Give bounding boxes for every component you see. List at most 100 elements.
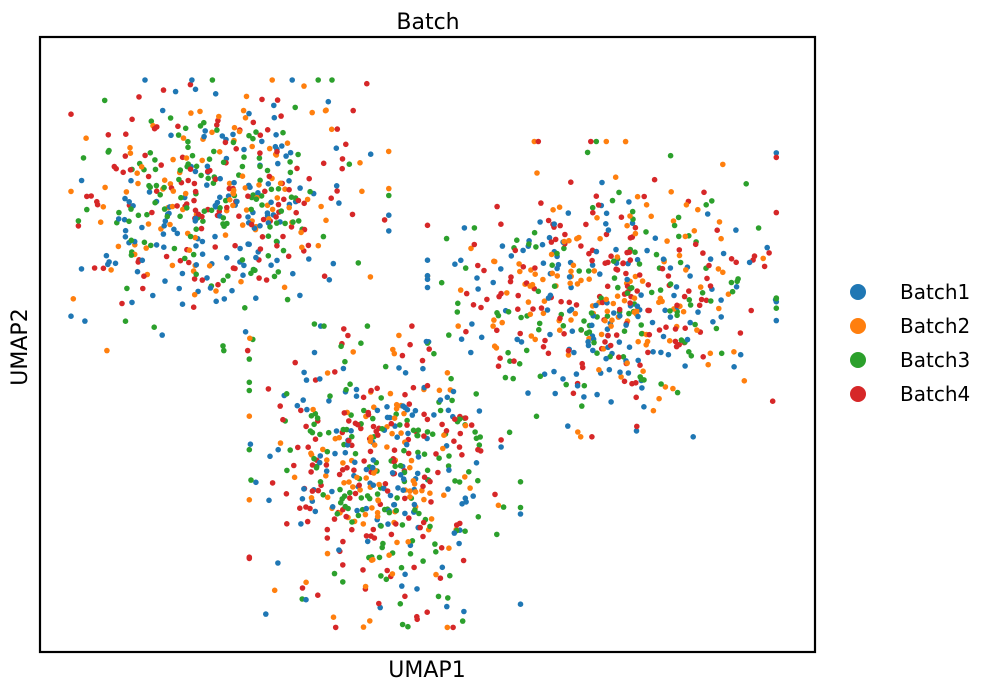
scatter-point-batch1 xyxy=(189,77,195,83)
scatter-point-batch2 xyxy=(340,460,346,466)
scatter-point-batch1 xyxy=(317,376,323,382)
scatter-point-batch2 xyxy=(367,274,374,280)
scatter-point-batch1 xyxy=(518,339,525,345)
scatter-point-batch1 xyxy=(367,151,374,157)
scatter-point-batch1 xyxy=(616,339,623,345)
scatter-point-batch3 xyxy=(526,241,532,247)
scatter-point-batch2 xyxy=(568,268,574,275)
scatter-point-batch4 xyxy=(349,526,355,533)
scatter-point-batch4 xyxy=(304,518,311,525)
scatter-point-batch3 xyxy=(456,479,463,485)
scatter-point-batch1 xyxy=(103,252,110,259)
scatter-point-batch2 xyxy=(504,290,510,296)
scatter-point-batch2 xyxy=(683,267,689,273)
scatter-point-batch2 xyxy=(405,539,412,545)
scatter-point-batch3 xyxy=(718,350,725,357)
scatter-point-batch2 xyxy=(315,242,322,249)
scatter-point-batch1 xyxy=(121,216,128,223)
scatter-point-batch4 xyxy=(561,331,567,337)
scatter-point-batch3 xyxy=(185,144,191,151)
scatter-point-batch2 xyxy=(650,407,657,414)
scatter-point-batch4 xyxy=(324,535,331,541)
scatter-point-batch4 xyxy=(698,296,705,303)
scatter-point-batch2 xyxy=(528,333,535,339)
scatter-point-batch1 xyxy=(363,505,370,512)
scatter-point-batch3 xyxy=(502,374,509,381)
scatter-point-batch4 xyxy=(123,131,129,137)
scatter-point-batch1 xyxy=(329,488,335,495)
scatter-point-batch3 xyxy=(208,207,215,214)
scatter-point-batch3 xyxy=(287,169,294,176)
scatter-point-batch1 xyxy=(279,143,285,149)
scatter-point-batch1 xyxy=(352,459,358,466)
scatter-point-batch1 xyxy=(508,253,515,259)
scatter-point-batch4 xyxy=(145,173,152,180)
scatter-point-batch3 xyxy=(621,328,628,335)
scatter-point-batch4 xyxy=(512,247,519,254)
scatter-point-batch2 xyxy=(169,203,176,210)
scatter-point-batch1 xyxy=(658,349,664,356)
scatter-point-batch2 xyxy=(230,191,237,197)
scatter-point-batch1 xyxy=(565,423,571,429)
scatter-point-batch1 xyxy=(733,227,739,233)
scatter-point-batch4 xyxy=(673,343,680,350)
scatter-point-batch4 xyxy=(122,153,129,159)
scatter-point-batch2 xyxy=(670,218,677,224)
scatter-point-batch1 xyxy=(590,347,596,354)
scatter-point-batch3 xyxy=(514,237,520,243)
scatter-point-batch2 xyxy=(540,276,546,283)
scatter-point-batch1 xyxy=(316,459,323,466)
scatter-point-batch2 xyxy=(517,268,523,275)
scatter-point-batch3 xyxy=(284,467,290,474)
scatter-point-batch3 xyxy=(283,391,290,397)
scatter-point-batch3 xyxy=(591,339,597,346)
scatter-point-batch3 xyxy=(549,262,555,269)
scatter-point-batch3 xyxy=(152,199,158,206)
scatter-point-batch1 xyxy=(608,399,614,405)
legend-marker-batch3 xyxy=(850,352,866,368)
scatter-point-batch2 xyxy=(720,161,726,168)
scatter-point-batch4 xyxy=(420,533,426,540)
scatter-point-batch4 xyxy=(579,364,586,371)
scatter-point-batch2 xyxy=(246,413,253,420)
scatter-point-batch4 xyxy=(626,249,633,255)
scatter-point-batch4 xyxy=(361,458,367,464)
scatter-point-batch2 xyxy=(608,323,614,329)
scatter-point-batch2 xyxy=(393,401,400,408)
scatter-point-batch4 xyxy=(295,197,302,204)
scatter-point-batch4 xyxy=(158,162,164,168)
points-layer xyxy=(68,77,780,631)
scatter-point-batch2 xyxy=(387,390,394,397)
scatter-point-batch1 xyxy=(283,153,289,159)
scatter-point-batch1 xyxy=(625,370,632,376)
scatter-point-batch2 xyxy=(614,254,621,260)
scatter-point-batch1 xyxy=(219,133,226,139)
scatter-point-batch1 xyxy=(474,275,480,281)
scatter-point-batch1 xyxy=(370,482,377,489)
scatter-point-batch3 xyxy=(317,479,324,485)
scatter-point-batch1 xyxy=(139,224,145,231)
scatter-point-batch2 xyxy=(389,571,396,577)
scatter-point-batch2 xyxy=(246,497,253,503)
scatter-point-batch3 xyxy=(321,323,327,329)
scatter-point-batch4 xyxy=(545,217,552,224)
x-axis-label: UMAP1 xyxy=(388,658,465,683)
scatter-point-batch2 xyxy=(192,234,198,241)
scatter-point-batch3 xyxy=(456,416,463,423)
scatter-point-batch1 xyxy=(461,225,468,231)
scatter-point-batch2 xyxy=(308,450,314,457)
scatter-point-batch4 xyxy=(496,293,502,300)
scatter-point-batch1 xyxy=(179,270,186,277)
scatter-point-batch3 xyxy=(455,300,461,307)
scatter-point-batch3 xyxy=(386,509,393,516)
scatter-point-batch2 xyxy=(427,490,433,497)
scatter-point-batch1 xyxy=(566,308,573,314)
scatter-point-batch4 xyxy=(284,521,290,527)
scatter-point-batch1 xyxy=(193,243,199,249)
scatter-point-batch4 xyxy=(153,188,160,194)
scatter-point-batch1 xyxy=(468,349,474,356)
scatter-point-batch4 xyxy=(281,196,287,203)
scatter-point-batch1 xyxy=(633,428,640,434)
scatter-point-batch3 xyxy=(200,218,206,224)
scatter-point-batch4 xyxy=(343,513,350,520)
